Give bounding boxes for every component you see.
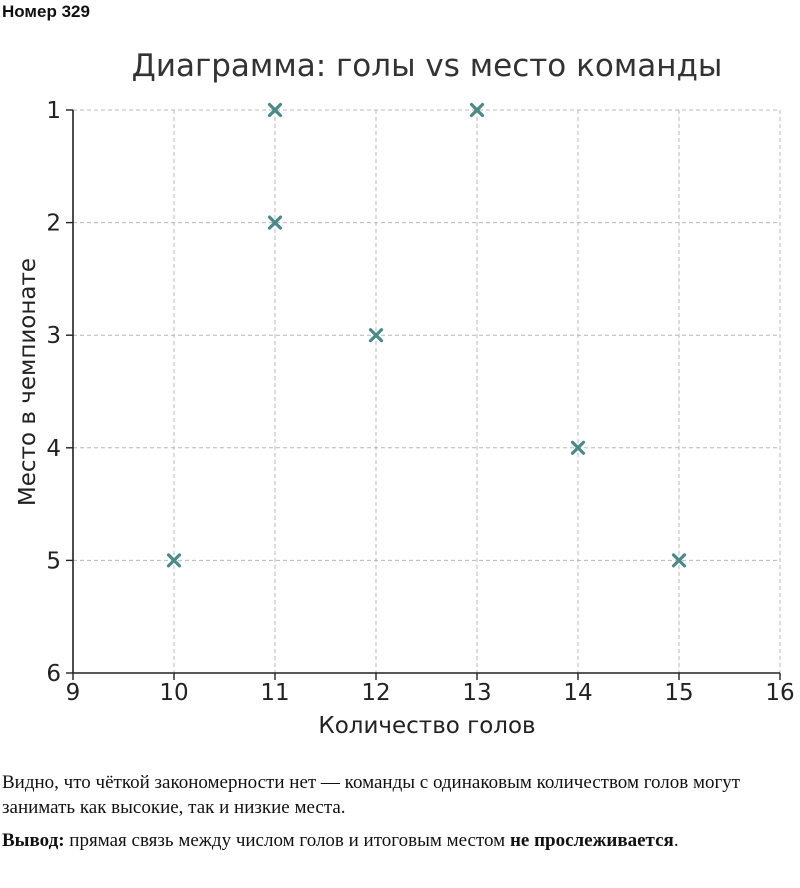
data-point: [368, 328, 384, 343]
point-stroke: [469, 102, 485, 118]
data-point: [570, 440, 586, 455]
grid-lines: [72, 109, 781, 674]
x-tick-label: 11: [260, 680, 289, 706]
y-tick-label: 5: [46, 548, 61, 574]
conclusion-emphasis: не прослеживается: [509, 830, 674, 851]
data-point: [166, 553, 182, 568]
x-tick-label: 10: [159, 680, 188, 706]
y-tick-label: 1: [46, 98, 61, 124]
data-point: [671, 553, 687, 568]
data-point: [469, 102, 485, 118]
chart-svg: Диаграмма: голы vs место команды 9 10 11 12…: [15, 48, 795, 739]
axes: [66, 109, 781, 680]
y-tick-label: 6: [46, 661, 61, 687]
conclusion-paragraph: Вывод: прямая связь между числом голов и…: [2, 828, 798, 853]
explanation-text: Видно, что чёткой закономерности нет — к…: [2, 770, 798, 861]
x-tick-label: 14: [563, 680, 592, 706]
y-axis-label: Место в чемпионате: [15, 258, 41, 506]
x-tick-label: 12: [361, 680, 390, 706]
y-tick-label: 4: [46, 436, 61, 462]
x-tick-label: 15: [664, 680, 693, 706]
point-stroke: [267, 102, 283, 118]
y-tick-label: 3: [46, 323, 61, 349]
point-stroke: [368, 328, 384, 343]
data-point: [267, 102, 283, 118]
data-point: [267, 215, 283, 230]
page-header: Номер 329: [2, 2, 90, 21]
conclusion-text: прямая связь между числом голов и итогов…: [64, 830, 510, 851]
point-stroke: [570, 440, 586, 455]
y-tick-label: 2: [46, 211, 61, 237]
conclusion-label: Вывод:: [2, 830, 65, 851]
scatter-chart: Диаграмма: голы vs место команды 9 10 11 12…: [0, 30, 800, 740]
x-tick-label: 16: [765, 680, 794, 706]
x-tick-label: 9: [66, 680, 81, 706]
point-stroke: [166, 553, 182, 568]
conclusion-end: .: [673, 830, 679, 851]
x-tick-label: 13: [462, 680, 491, 706]
observation-paragraph: Видно, что чёткой закономерности нет — к…: [2, 772, 741, 818]
x-axis-label: Количество голов: [318, 713, 535, 739]
point-stroke: [267, 215, 283, 230]
chart-title: Диаграмма: голы vs место команды: [132, 48, 723, 84]
data-points: [166, 102, 687, 568]
point-stroke: [671, 553, 687, 568]
